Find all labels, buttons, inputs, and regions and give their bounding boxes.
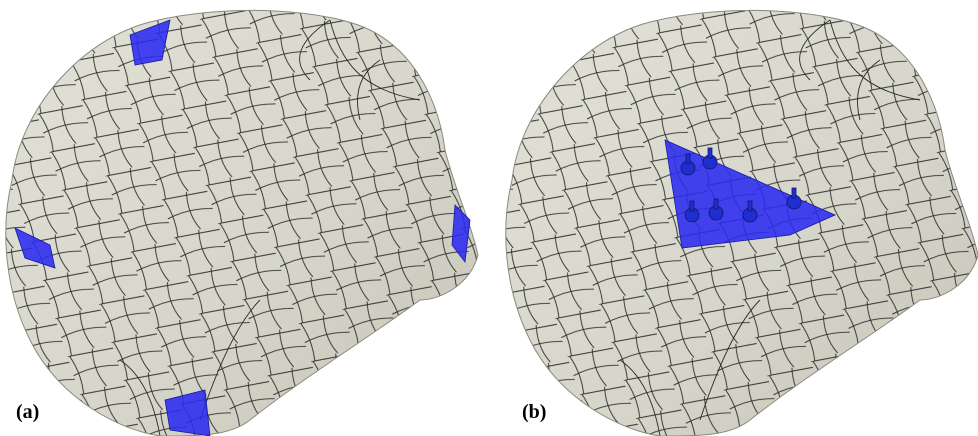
panel-b: (b) (500, 0, 978, 436)
figure: (a) (b) (0, 0, 978, 436)
panel-label: (b) (522, 401, 546, 423)
panel-label: (a) (16, 401, 39, 423)
panel-a: (a) (0, 0, 490, 436)
